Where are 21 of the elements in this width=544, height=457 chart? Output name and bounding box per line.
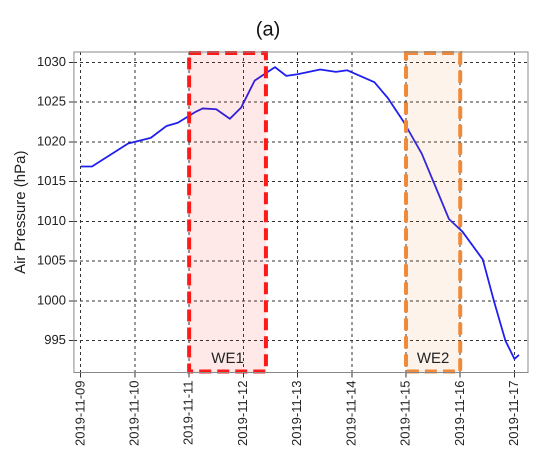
y-tick-label: 1000 bbox=[37, 292, 66, 308]
y-tick-label: 1015 bbox=[37, 173, 66, 188]
x-tick-label: 2019-11-10 bbox=[126, 380, 142, 446]
x-tick-label: 2019-11-13 bbox=[289, 380, 304, 446]
x-tick-label: 2019-11-15 bbox=[398, 380, 413, 446]
y-tick-label: 1005 bbox=[37, 252, 66, 268]
x-tick-label: 2019-11-09 bbox=[72, 380, 88, 446]
x-tick-label: 2019-11-17 bbox=[506, 380, 522, 446]
y-tick-label: 1020 bbox=[37, 133, 66, 148]
y-tick-label: 1025 bbox=[37, 94, 66, 109]
x-tick-label: 2019-11-11 bbox=[180, 380, 196, 446]
band-label: WE2 bbox=[416, 350, 450, 368]
band-label: WE1 bbox=[211, 350, 244, 368]
y-tick-label: 1010 bbox=[37, 212, 66, 228]
y-tick-label: 1030 bbox=[37, 54, 66, 69]
y-axis-title: Air Pressure (hPa) bbox=[12, 150, 30, 274]
y-tick-label: 995 bbox=[44, 332, 66, 348]
x-tick-label: 2019-11-12 bbox=[234, 380, 250, 446]
x-tick-label: 2019-11-16 bbox=[452, 380, 467, 446]
x-tick-label: 2019-11-14 bbox=[343, 380, 358, 446]
chart-title: (a) bbox=[256, 18, 280, 41]
